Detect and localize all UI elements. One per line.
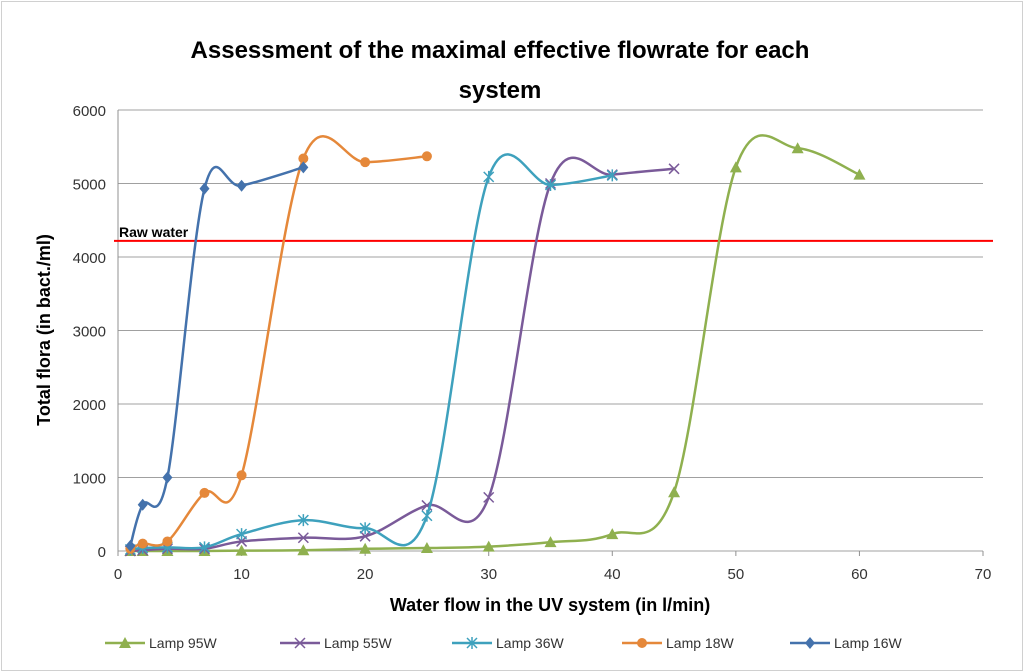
series-line [129,135,428,550]
legend-label: Lamp 18W [666,635,734,651]
data-point [162,471,173,484]
data-point [298,153,309,164]
legend-marker [119,637,131,648]
data-point [420,542,433,554]
data-point [853,168,866,180]
x-tick-label: 40 [604,566,621,583]
y-axis-label: Total flora (in bact./ml) [34,234,54,426]
data-point [236,528,248,541]
x-tick-label: 0 [114,566,122,583]
x-tick-label: 60 [851,566,868,583]
data-point [606,169,618,182]
x-tick-label: 20 [357,566,374,583]
data-point [544,178,557,191]
data-point [236,470,247,481]
x-axis-label: Water flow in the UV system (in l/min) [390,595,710,615]
data-point [125,539,136,552]
legend-marker [466,637,478,649]
data-point [359,522,371,535]
series-line [130,134,860,553]
data-point [668,163,680,175]
data-point [606,528,619,540]
series-lamp-18w [125,135,432,554]
data-point [483,170,495,183]
series-lamp-55w [124,156,680,557]
legend-marker [637,638,647,648]
legend-label: Lamp 55W [324,635,392,651]
series-lamp-16w [125,161,309,552]
chart-title-line-2: system [459,77,542,104]
raw-water-label: Raw water [119,224,189,240]
x-tick-label: 30 [480,566,497,583]
x-tick-label: 50 [728,566,745,583]
data-point [162,536,173,547]
legend-label: Lamp 16W [834,635,902,651]
data-point [297,532,309,544]
data-point [360,157,371,168]
legend-marker [805,637,815,649]
data-point [235,544,248,556]
data-point [482,540,495,552]
data-point [298,161,309,174]
data-point [359,530,371,542]
y-tick-label: 2000 [73,397,106,414]
data-point [668,486,681,498]
data-point [791,142,804,154]
legend-label: Lamp 95W [149,635,217,651]
x-tick-label: 70 [975,566,992,583]
data-point [421,509,433,522]
legend-item: Lamp 18W [622,635,734,651]
data-point [137,498,148,511]
y-tick-label: 3000 [73,324,106,341]
data-point [137,538,148,549]
data-point [199,182,210,195]
legend-item: Lamp 55W [280,635,392,651]
y-tick-label: 6000 [73,103,106,120]
data-point [729,161,742,173]
data-point [544,536,557,548]
y-tick-label: 4000 [73,250,106,267]
series-lamp-95w [124,134,866,556]
legend-item: Lamp 16W [790,635,902,651]
data-point [421,151,432,162]
legend-marker [294,637,306,649]
legend-item: Lamp 36W [452,635,564,651]
data-point [297,544,310,556]
data-point [236,179,247,192]
data-point [297,514,309,527]
legend-item: Lamp 95W [105,635,217,651]
y-tick-label: 5000 [73,177,106,194]
y-tick-label: 1000 [73,471,106,488]
data-point [483,491,495,503]
series-lamp-36w [124,153,618,556]
data-point [199,487,210,498]
data-point [198,541,211,554]
data-point [359,542,372,554]
y-tick-label: 0 [98,544,106,561]
chart-title-line-1: Assessment of the maximal effective flow… [191,37,810,64]
legend-label: Lamp 36W [496,635,564,651]
x-tick-label: 10 [233,566,250,583]
